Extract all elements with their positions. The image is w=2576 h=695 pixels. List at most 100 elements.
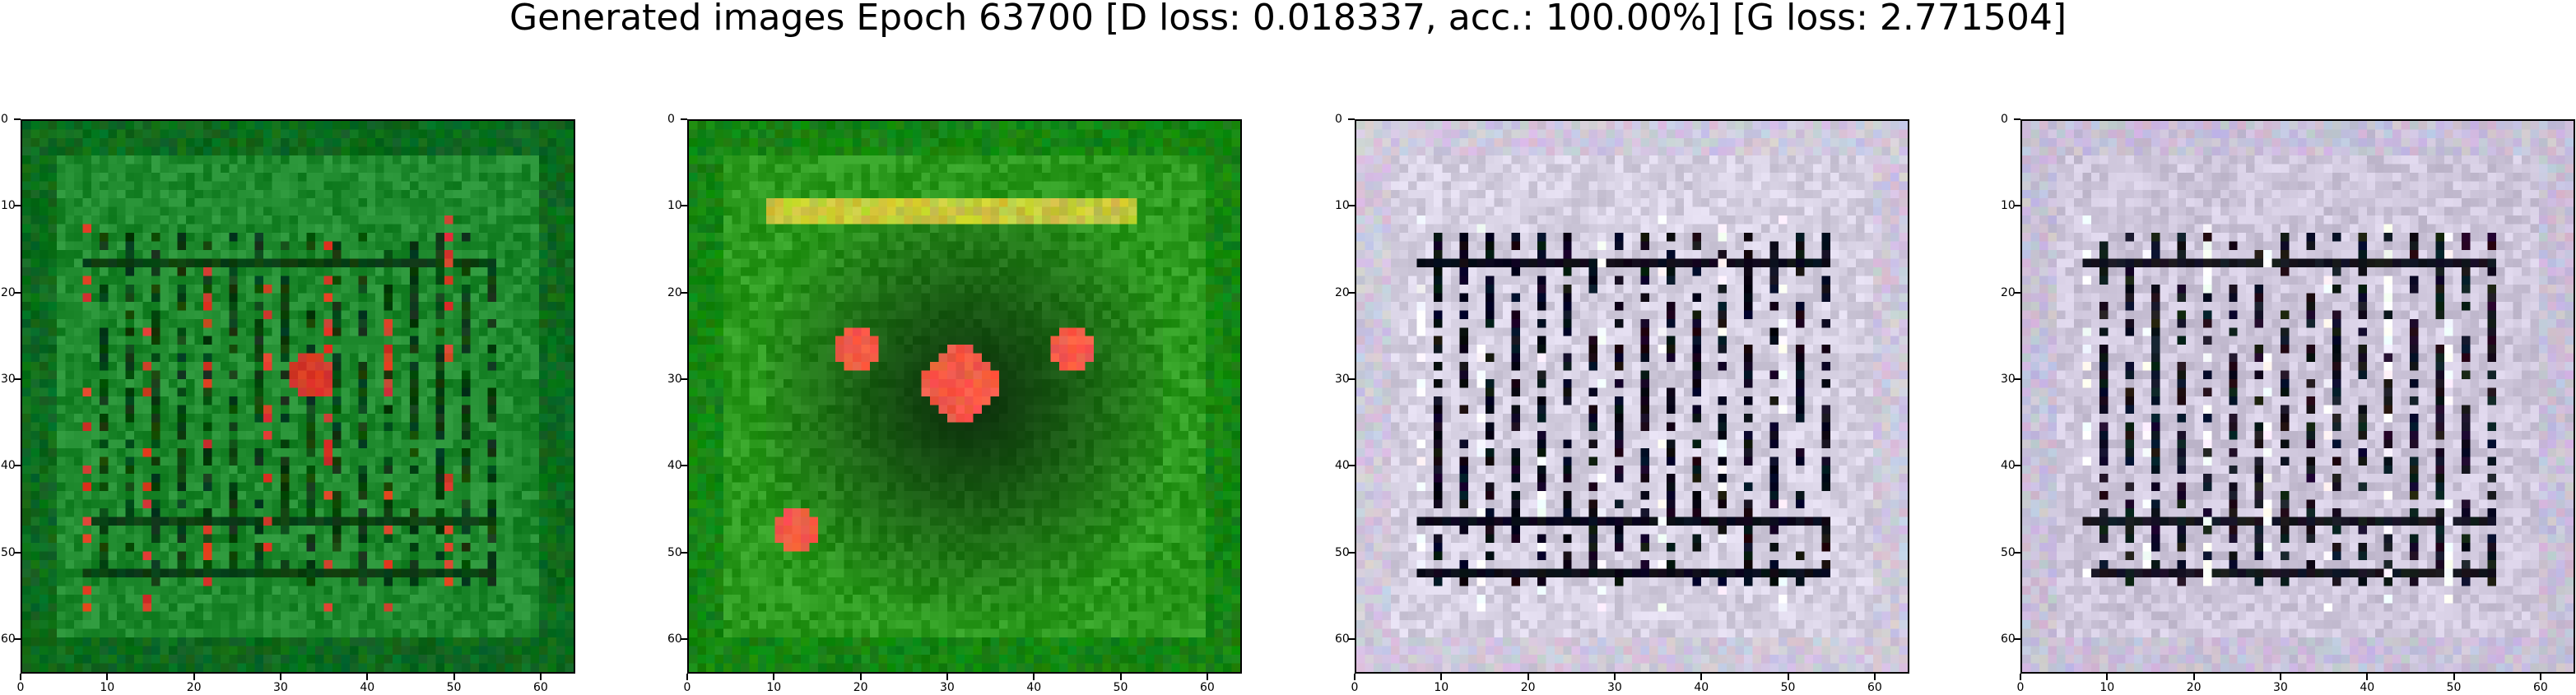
x-tick-mark-4-0 — [2020, 674, 2021, 680]
y-tick-mark-3-6 — [1348, 637, 1355, 640]
y-tick-mark-4-2 — [2014, 291, 2020, 294]
x-tick-label-1-1: 10 — [100, 681, 115, 694]
x-tick-mark-2-3 — [946, 674, 948, 680]
x-tick-label-1-5: 50 — [446, 681, 462, 694]
y-tick-label-2-1: 10 — [667, 199, 682, 213]
y-tick-mark-3-1 — [1348, 205, 1355, 207]
y-tick-mark-1-1 — [14, 205, 21, 207]
x-tick-mark-3-5 — [1787, 674, 1789, 680]
y-tick-mark-3-2 — [1348, 291, 1355, 294]
x-tick-label-3-4: 40 — [1694, 681, 1709, 694]
y-tick-label-2-0: 0 — [667, 113, 675, 126]
y-tick-mark-4-6 — [2014, 637, 2020, 640]
x-tick-mark-3-1 — [1440, 674, 1443, 680]
x-tick-mark-1-5 — [453, 674, 455, 680]
x-tick-label-2-5: 50 — [1113, 681, 1128, 694]
x-tick-label-2-2: 20 — [853, 681, 868, 694]
y-tick-mark-2-4 — [681, 465, 687, 467]
x-tick-mark-1-6 — [539, 674, 542, 680]
y-tick-mark-4-0 — [2014, 118, 2020, 120]
y-tick-mark-3-4 — [1348, 465, 1355, 467]
x-tick-label-4-0: 0 — [2016, 681, 2025, 694]
y-tick-label-3-3: 30 — [1335, 372, 1350, 386]
x-tick-label-2-3: 30 — [940, 681, 955, 694]
y-tick-label-2-3: 30 — [667, 372, 682, 386]
x-tick-label-4-2: 20 — [2186, 681, 2202, 694]
x-tick-mark-2-5 — [1119, 674, 1122, 680]
y-tick-label-3-6: 60 — [1335, 632, 1350, 646]
y-tick-mark-3-5 — [1348, 551, 1355, 554]
x-tick-label-3-0: 0 — [1351, 681, 1359, 694]
x-tick-label-1-2: 20 — [186, 681, 202, 694]
y-tick-label-3-1: 10 — [1335, 199, 1350, 213]
x-tick-label-1-3: 30 — [273, 681, 288, 694]
y-tick-label-2-6: 60 — [667, 632, 682, 646]
y-tick-mark-2-0 — [681, 118, 687, 120]
x-tick-mark-4-1 — [2106, 674, 2109, 680]
y-tick-label-1-5: 50 — [1, 545, 16, 559]
y-tick-mark-4-4 — [2014, 465, 2020, 467]
y-tick-mark-4-3 — [2014, 378, 2020, 380]
x-tick-mark-4-6 — [2539, 674, 2541, 680]
y-tick-label-4-3: 30 — [2001, 372, 2016, 386]
y-tick-label-3-5: 50 — [1335, 545, 1350, 559]
x-tick-mark-3-0 — [1354, 674, 1355, 680]
x-tick-label-2-4: 40 — [1026, 681, 1042, 694]
x-tick-mark-4-5 — [2453, 674, 2455, 680]
x-tick-label-3-2: 20 — [1520, 681, 1536, 694]
y-tick-label-2-4: 40 — [667, 459, 682, 473]
x-tick-mark-2-2 — [859, 674, 862, 680]
x-tick-label-3-1: 10 — [1434, 681, 1449, 694]
x-tick-mark-4-2 — [2192, 674, 2195, 680]
y-tick-label-4-5: 50 — [2001, 545, 2016, 559]
y-tick-mark-4-5 — [2014, 551, 2020, 554]
x-tick-label-2-1: 10 — [766, 681, 782, 694]
y-tick-mark-2-6 — [681, 637, 687, 640]
y-tick-label-4-2: 20 — [2001, 285, 2016, 299]
x-tick-label-4-4: 40 — [2360, 681, 2375, 694]
x-tick-label-4-6: 60 — [2532, 681, 2548, 694]
x-tick-label-1-0: 0 — [16, 681, 25, 694]
figure-title: Generated images Epoch 63700 [D loss: 0.… — [509, 0, 2067, 39]
x-tick-mark-1-2 — [193, 674, 195, 680]
generated-image-4 — [2022, 121, 2574, 672]
y-tick-label-4-6: 60 — [2001, 632, 2016, 646]
y-tick-label-4-0: 0 — [2001, 113, 2008, 126]
x-tick-mark-2-0 — [686, 674, 688, 680]
x-tick-mark-2-4 — [1033, 674, 1035, 680]
y-tick-mark-2-1 — [681, 205, 687, 207]
x-tick-mark-1-1 — [106, 674, 109, 680]
image-panel-1 — [21, 119, 575, 674]
generated-image-3 — [1356, 121, 1908, 672]
y-tick-label-4-1: 10 — [2001, 199, 2016, 213]
y-tick-mark-3-0 — [1348, 118, 1355, 120]
y-tick-label-3-2: 20 — [1335, 285, 1350, 299]
generated-image-2 — [689, 121, 1240, 672]
y-tick-label-3-4: 40 — [1335, 459, 1350, 473]
y-tick-label-1-0: 0 — [1, 113, 8, 126]
image-panel-2 — [687, 119, 1242, 674]
image-panel-3 — [1355, 119, 1909, 674]
x-tick-label-3-3: 30 — [1607, 681, 1622, 694]
y-tick-mark-3-3 — [1348, 378, 1355, 380]
x-tick-label-1-4: 40 — [360, 681, 375, 694]
x-tick-label-2-6: 60 — [1199, 681, 1215, 694]
x-tick-label-3-6: 60 — [1867, 681, 1882, 694]
x-tick-label-1-6: 60 — [532, 681, 548, 694]
x-tick-mark-1-0 — [20, 674, 21, 680]
x-tick-label-4-1: 10 — [2099, 681, 2115, 694]
generated-image-1 — [22, 121, 574, 672]
x-tick-mark-4-3 — [2279, 674, 2281, 680]
image-panel-4 — [2020, 119, 2575, 674]
y-tick-mark-1-5 — [14, 551, 21, 554]
x-tick-mark-3-3 — [1613, 674, 1616, 680]
x-tick-label-4-3: 30 — [2273, 681, 2288, 694]
x-tick-label-3-5: 50 — [1780, 681, 1796, 694]
y-tick-mark-1-6 — [14, 637, 21, 640]
x-tick-mark-3-6 — [1873, 674, 1876, 680]
y-tick-mark-4-1 — [2014, 205, 2020, 207]
y-tick-label-1-1: 10 — [1, 199, 16, 213]
y-tick-label-1-2: 20 — [1, 285, 16, 299]
y-tick-label-2-5: 50 — [667, 545, 682, 559]
y-tick-label-1-4: 40 — [1, 459, 16, 473]
